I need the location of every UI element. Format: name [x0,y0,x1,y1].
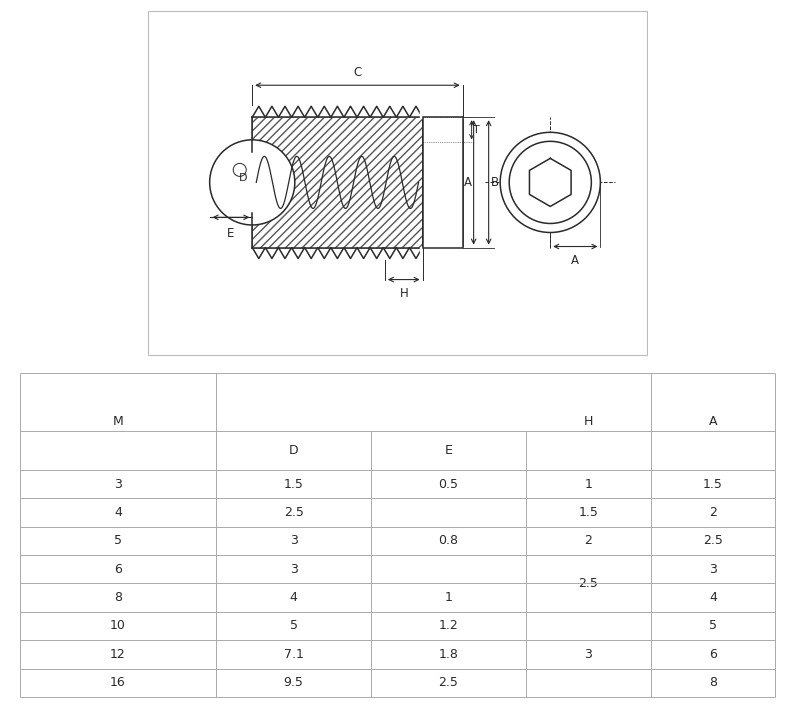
Text: 1: 1 [444,591,452,604]
Text: 5: 5 [709,620,717,632]
Text: 8: 8 [114,591,122,604]
Text: H: H [399,287,408,300]
Text: T: T [473,125,480,135]
Text: 1.5: 1.5 [703,478,723,491]
Text: 6: 6 [114,563,122,576]
Text: 2: 2 [584,535,592,547]
Text: 10: 10 [110,620,126,632]
Text: 1.5: 1.5 [579,506,599,519]
Text: M: M [113,415,123,428]
Text: 6: 6 [709,648,717,661]
Text: 16: 16 [110,676,126,689]
Circle shape [500,133,600,233]
Text: 2.5: 2.5 [703,535,723,547]
Text: B: B [491,176,498,189]
Text: 3: 3 [584,648,592,661]
Text: 2.5: 2.5 [579,577,599,590]
Text: 2.5: 2.5 [284,506,304,519]
Text: H: H [584,415,593,428]
Text: 5: 5 [289,620,297,632]
Text: 9.5: 9.5 [284,676,304,689]
Circle shape [510,141,591,223]
Bar [252,117,423,247]
Text: C: C [353,66,362,79]
Text: D: D [239,174,247,184]
Polygon shape [420,247,467,264]
Text: 3: 3 [114,478,122,491]
Text: 7.1: 7.1 [284,648,304,661]
Bar [423,117,463,247]
Text: 1: 1 [584,478,592,491]
Text: 0.5: 0.5 [439,478,459,491]
Text: 12: 12 [110,648,126,661]
Text: 0.8: 0.8 [439,535,459,547]
Text: 4: 4 [114,506,122,519]
Text: 4: 4 [289,591,297,604]
Text: 4: 4 [709,591,717,604]
Text: 1.8: 1.8 [439,648,459,661]
Text: A: A [572,254,580,267]
Text: 2: 2 [709,506,717,519]
Text: 3: 3 [289,563,297,576]
Polygon shape [420,101,467,118]
Text: D: D [289,444,298,457]
Bar [252,117,423,247]
Text: A: A [463,176,471,189]
Text: 3: 3 [289,535,297,547]
Text: E: E [227,228,235,240]
Text: 3: 3 [709,563,717,576]
Text: 1.5: 1.5 [284,478,304,491]
Text: A: A [709,415,717,428]
Bar [423,117,463,247]
Circle shape [210,140,295,225]
Text: 8: 8 [709,676,717,689]
Text: 2.5: 2.5 [439,676,459,689]
Text: 5: 5 [114,535,122,547]
Text: 1.2: 1.2 [439,620,459,632]
Text: E: E [444,444,452,457]
Circle shape [233,163,246,177]
